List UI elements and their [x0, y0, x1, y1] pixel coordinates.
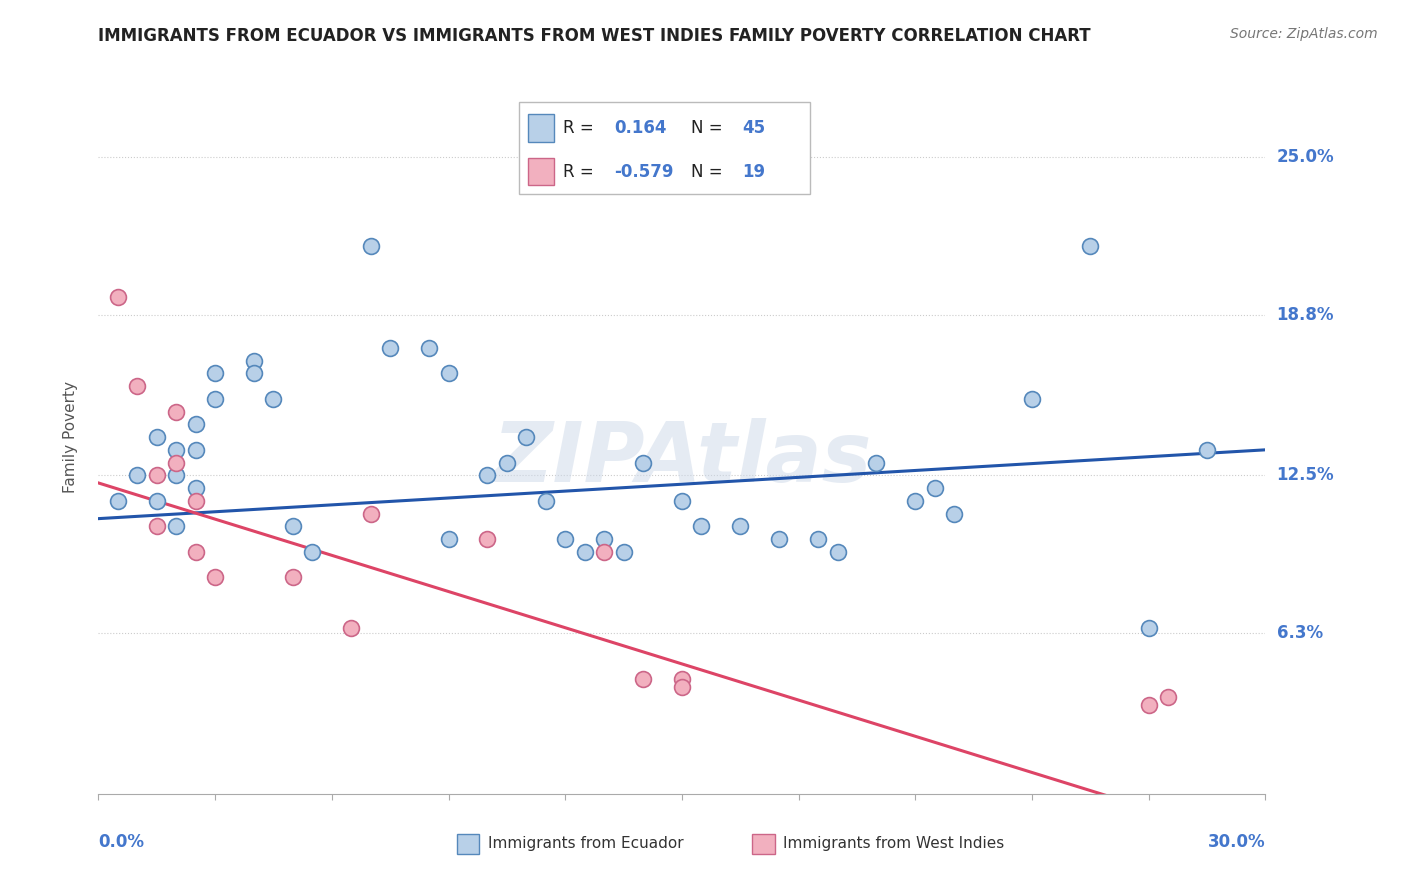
Point: [496, 456, 519, 470]
FancyBboxPatch shape: [519, 102, 810, 194]
Point: [1137, 698, 1160, 712]
Point: [360, 507, 382, 521]
FancyBboxPatch shape: [527, 114, 554, 142]
Point: [554, 532, 576, 546]
Point: [730, 519, 752, 533]
Point: [943, 507, 966, 521]
Point: [924, 481, 946, 495]
Point: [184, 545, 207, 559]
Point: [146, 493, 169, 508]
Point: [671, 680, 693, 694]
Point: [165, 404, 187, 418]
Point: [574, 545, 596, 559]
Point: [301, 545, 323, 559]
Point: [1157, 690, 1180, 704]
Point: [262, 392, 284, 406]
FancyBboxPatch shape: [527, 158, 554, 186]
Point: [127, 468, 149, 483]
Point: [827, 545, 849, 559]
Text: 18.8%: 18.8%: [1277, 306, 1334, 324]
Y-axis label: Family Poverty: Family Poverty: [63, 381, 77, 493]
Point: [146, 519, 169, 533]
Text: 12.5%: 12.5%: [1277, 467, 1334, 484]
Point: [631, 672, 654, 686]
Text: 19: 19: [742, 163, 766, 181]
Point: [1137, 621, 1160, 635]
Point: [184, 481, 207, 495]
Point: [1195, 442, 1218, 457]
Point: [184, 493, 207, 508]
Point: [127, 379, 149, 393]
Point: [904, 493, 927, 508]
Point: [768, 532, 790, 546]
Text: N =: N =: [692, 119, 728, 136]
Point: [515, 430, 537, 444]
Point: [671, 493, 693, 508]
Point: [281, 570, 304, 584]
Point: [477, 468, 499, 483]
Point: [165, 456, 187, 470]
Point: [146, 468, 169, 483]
Point: [165, 468, 187, 483]
Text: 45: 45: [742, 119, 766, 136]
Point: [204, 570, 226, 584]
Point: [418, 341, 440, 355]
Point: [671, 672, 693, 686]
Point: [146, 430, 169, 444]
Point: [380, 341, 402, 355]
Text: R =: R =: [562, 163, 599, 181]
Point: [281, 519, 304, 533]
Point: [165, 442, 187, 457]
Text: Immigrants from Ecuador: Immigrants from Ecuador: [488, 837, 683, 851]
Point: [107, 493, 129, 508]
Point: [184, 442, 207, 457]
Point: [477, 532, 499, 546]
Point: [631, 456, 654, 470]
Point: [593, 545, 616, 559]
Point: [437, 532, 460, 546]
Text: 30.0%: 30.0%: [1208, 833, 1265, 851]
Point: [1080, 239, 1102, 253]
Point: [690, 519, 713, 533]
Text: N =: N =: [692, 163, 728, 181]
Point: [865, 456, 887, 470]
Text: 0.0%: 0.0%: [98, 833, 145, 851]
Point: [807, 532, 830, 546]
Text: 0.164: 0.164: [614, 119, 666, 136]
Text: IMMIGRANTS FROM ECUADOR VS IMMIGRANTS FROM WEST INDIES FAMILY POVERTY CORRELATIO: IMMIGRANTS FROM ECUADOR VS IMMIGRANTS FR…: [98, 27, 1091, 45]
Point: [165, 519, 187, 533]
Text: R =: R =: [562, 119, 599, 136]
Text: Source: ZipAtlas.com: Source: ZipAtlas.com: [1230, 27, 1378, 41]
Text: -0.579: -0.579: [614, 163, 673, 181]
Point: [243, 353, 266, 368]
Point: [437, 367, 460, 381]
Point: [184, 417, 207, 432]
Point: [613, 545, 636, 559]
Point: [340, 621, 363, 635]
Text: ZIPAtlas: ZIPAtlas: [492, 418, 872, 499]
Point: [243, 367, 266, 381]
Point: [1021, 392, 1043, 406]
Point: [593, 532, 616, 546]
Text: 6.3%: 6.3%: [1277, 624, 1323, 642]
Text: 25.0%: 25.0%: [1277, 148, 1334, 166]
Point: [360, 239, 382, 253]
Point: [204, 392, 226, 406]
Text: Immigrants from West Indies: Immigrants from West Indies: [783, 837, 1004, 851]
Point: [534, 493, 557, 508]
Point: [107, 290, 129, 304]
Point: [204, 367, 226, 381]
